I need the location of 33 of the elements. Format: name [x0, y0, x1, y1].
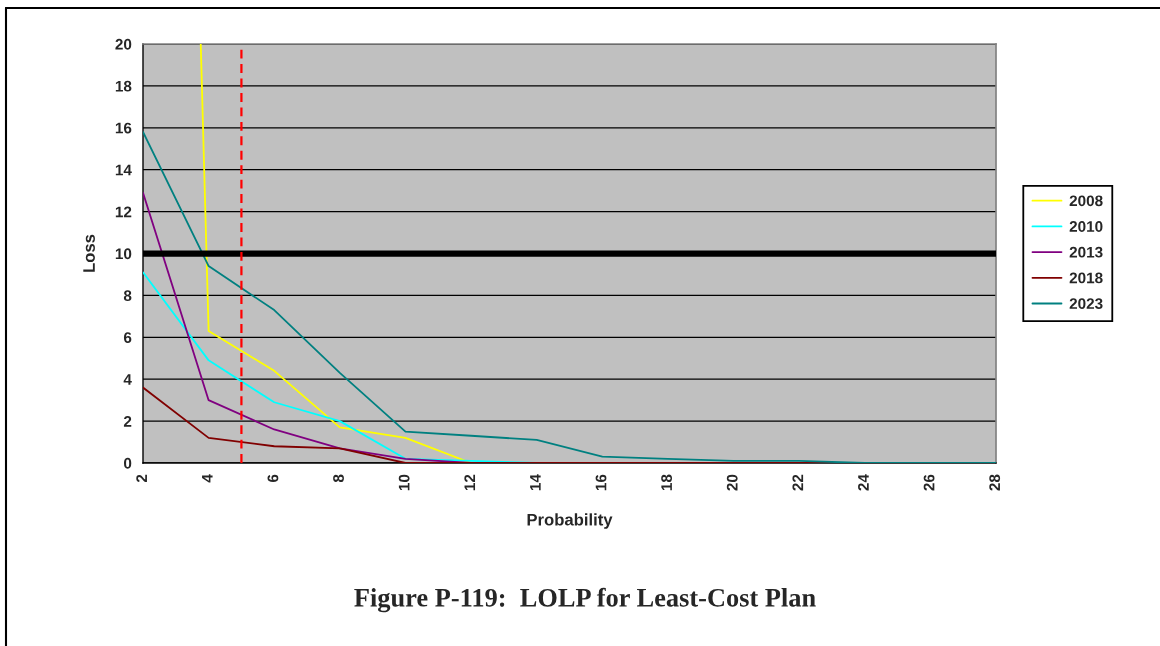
y-tick-label: 0: [124, 457, 132, 469]
x-tick-label: 12: [464, 474, 476, 491]
y-tick-label: 2: [123, 415, 132, 427]
x-axis-title: Probability: [527, 513, 613, 529]
x-tick-label: 20: [726, 474, 738, 491]
legend-label: 2018: [1069, 272, 1103, 284]
y-tick-label: 16: [115, 122, 132, 134]
x-tick-label: 4: [202, 474, 213, 483]
x-tick-label: 14: [530, 474, 541, 491]
x-tick-label: 6: [267, 474, 279, 483]
legend-label: 2010: [1069, 221, 1103, 232]
text: Figure P-119: LOLP for Least-Cost Plan: [354, 587, 816, 613]
x-tick-label: 16: [595, 474, 607, 491]
y-tick-label: 12: [115, 206, 132, 218]
y-tick-label: 6: [123, 332, 132, 343]
y-tick-label: 20: [115, 38, 132, 50]
x-tick-label: 22: [792, 474, 804, 491]
x-tick-label: 8: [333, 474, 344, 483]
x-tick-label: 24: [858, 474, 869, 491]
x-tick-label: 28: [989, 474, 1001, 491]
legend-label: 2013: [1069, 246, 1103, 258]
y-tick-label: 14: [115, 164, 132, 176]
x-tick-label: 10: [398, 474, 410, 491]
legend-label: 2008: [1069, 195, 1103, 207]
y-tick-label: 4: [123, 374, 132, 385]
legend-label: 2023: [1069, 298, 1103, 310]
y-axis-title: Loss: [83, 234, 95, 272]
x-tick-label: 2: [136, 474, 147, 483]
y-tick-label: 8: [123, 290, 132, 302]
x-tick-label: 18: [661, 474, 673, 491]
y-tick-label: 10: [115, 248, 132, 260]
y-tick-label: 18: [115, 80, 132, 92]
x-tick-label: 26: [923, 474, 935, 491]
